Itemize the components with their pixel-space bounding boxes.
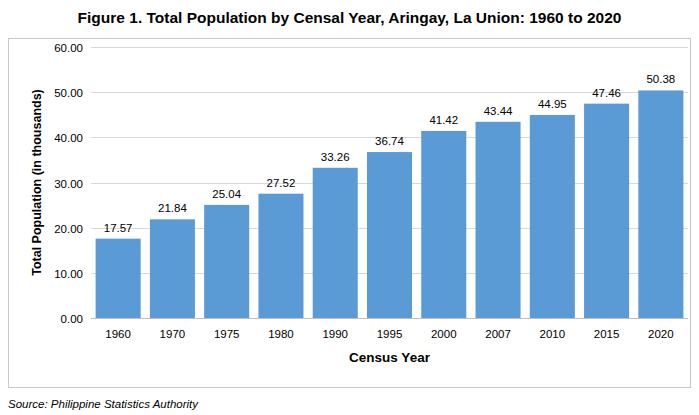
chart-container: Figure 1. Total Population by Censal Yea… <box>0 0 699 415</box>
data-label: 27.52 <box>267 177 296 189</box>
grid-line <box>91 47 688 48</box>
y-tick-label: 0.00 <box>61 313 83 325</box>
y-axis-label: Total Population (in thousands) <box>30 89 44 276</box>
bar <box>367 152 412 318</box>
source-note: Source: Philippine Statistics Authority <box>8 398 199 410</box>
bar <box>584 104 629 318</box>
bar <box>530 115 575 318</box>
x-tick-label: 2015 <box>594 328 620 340</box>
labels: 17.57 21.84 25.04 27.52 33.26 36.74 41.42 43.44… <box>104 73 676 233</box>
x-tick-label: 1975 <box>214 328 240 340</box>
chart-svg: Figure 1. Total Population by Censal Yea… <box>0 0 699 415</box>
x-axis-label: Census Year <box>349 350 431 365</box>
chart-title: Figure 1. Total Population by Censal Yea… <box>78 9 622 26</box>
data-label: 44.95 <box>538 98 567 110</box>
bar <box>421 131 466 318</box>
y-tick-label: 40.00 <box>54 132 83 144</box>
data-label: 33.26 <box>321 151 350 163</box>
bar <box>258 194 303 318</box>
x-tick-label: 2020 <box>648 328 674 340</box>
data-label: 17.57 <box>104 222 133 234</box>
data-label: 41.42 <box>429 114 458 126</box>
chart-frame <box>9 39 691 388</box>
bar <box>204 205 249 318</box>
y-tick-label: 30.00 <box>54 178 83 190</box>
data-label: 21.84 <box>158 202 187 214</box>
x-tick-label: 2000 <box>431 328 457 340</box>
grid-line <box>91 318 688 319</box>
x-tick-label: 2007 <box>485 328 511 340</box>
y-tick-label: 60.00 <box>54 42 83 54</box>
y-tick-label: 20.00 <box>54 223 83 235</box>
x-tick-label: 1990 <box>322 328 348 340</box>
data-label: 43.44 <box>484 105 513 117</box>
x-tick-label: 1960 <box>105 328 131 340</box>
bars <box>96 90 684 318</box>
data-label: 50.38 <box>646 73 675 85</box>
y-tick-label: 10.00 <box>54 268 83 280</box>
x-tick-label: 1980 <box>268 328 294 340</box>
bar <box>638 90 683 318</box>
x-tick-label: 1995 <box>377 328 403 340</box>
x-tick-label: 2010 <box>540 328 566 340</box>
bar <box>313 168 358 318</box>
y-tick-label: 50.00 <box>54 87 83 99</box>
data-label: 47.46 <box>592 87 621 99</box>
x-axis: 1960 1970 1975 1980 1990 1995 2000 2007 2010 2015… <box>105 328 673 340</box>
bar <box>476 122 521 318</box>
data-label: 25.04 <box>212 188 241 200</box>
bar <box>150 219 195 318</box>
bar <box>96 239 141 318</box>
data-label: 36.74 <box>375 135 404 147</box>
y-axis: 0.00 10.00 20.00 30.00 40.00 50.00 60.00 <box>54 42 688 325</box>
x-tick-label: 1970 <box>160 328 186 340</box>
